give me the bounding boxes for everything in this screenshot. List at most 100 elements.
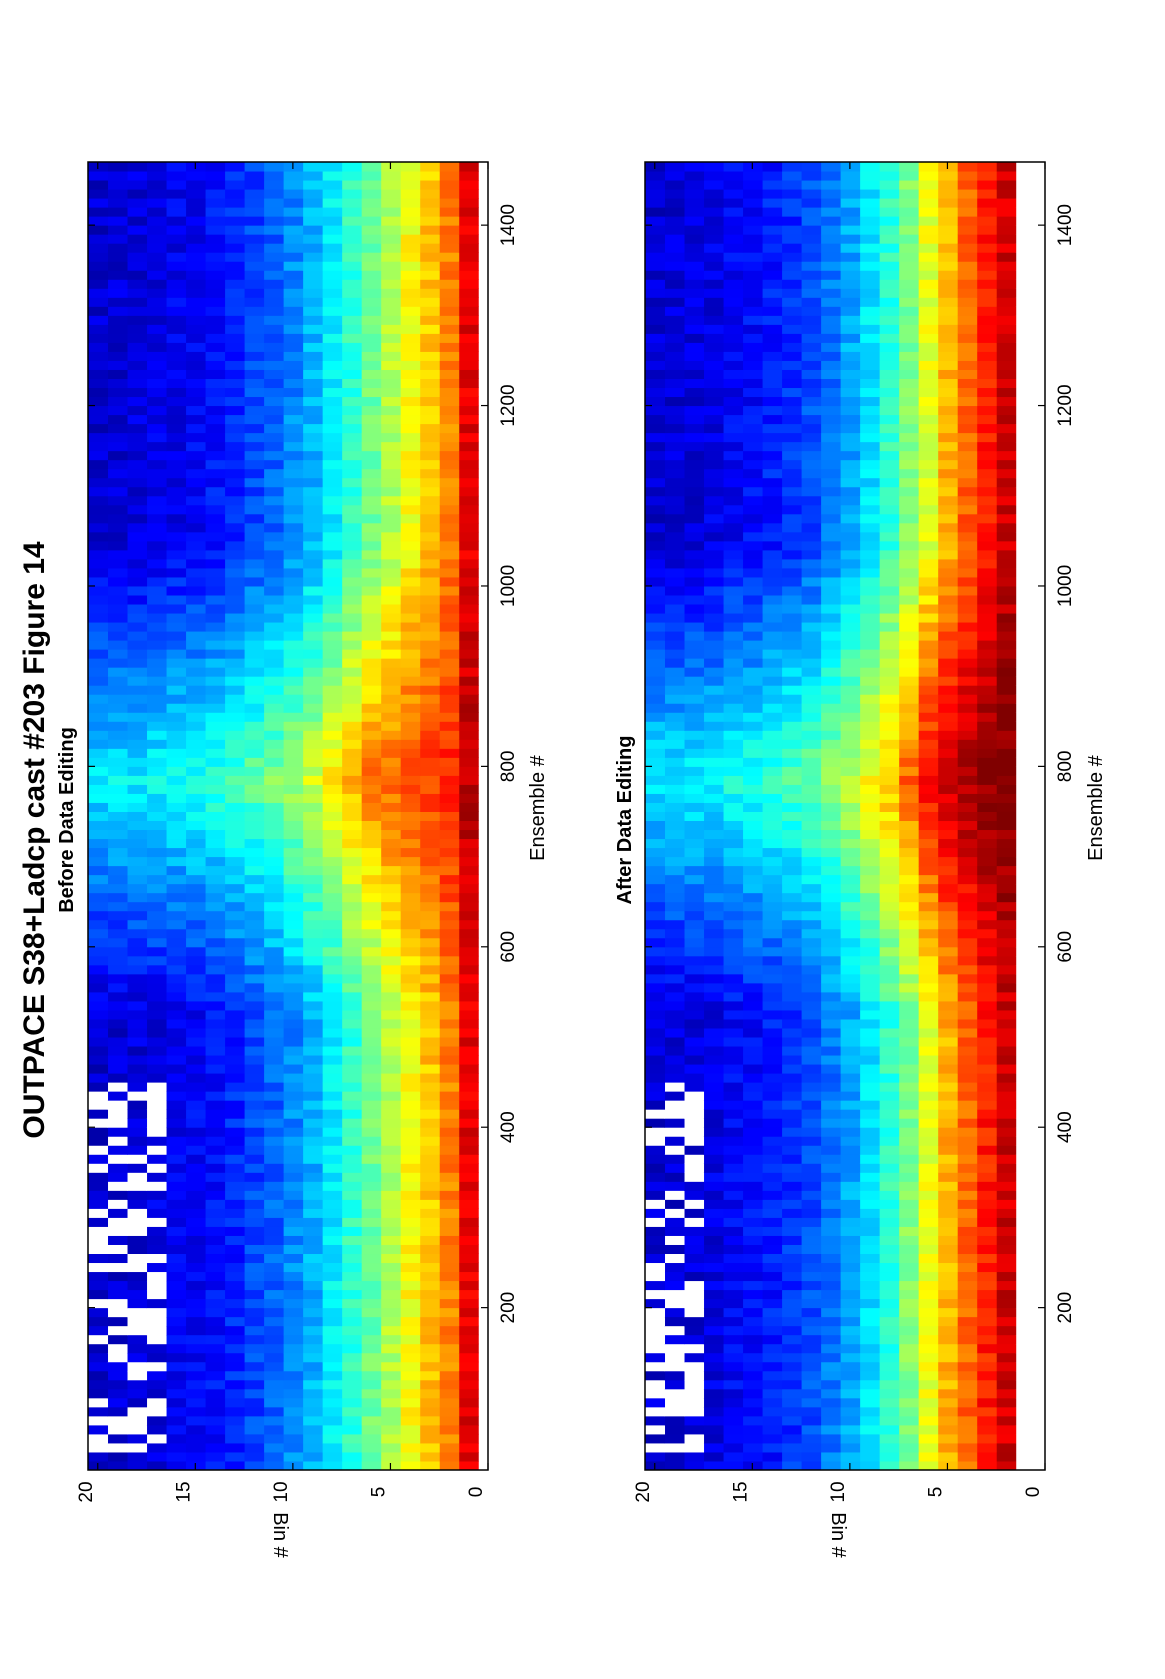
heatmap-cell xyxy=(957,856,978,867)
heatmap-cell xyxy=(996,775,1017,785)
heatmap-cell xyxy=(400,991,421,1002)
heatmap-cell xyxy=(742,585,763,596)
heatmap-cell xyxy=(898,1244,919,1255)
heatmap-cell xyxy=(205,540,226,551)
heatmap-cell xyxy=(146,423,167,434)
heatmap-cell xyxy=(937,1415,958,1426)
heatmap-cell xyxy=(88,640,109,650)
heatmap-cell xyxy=(957,784,978,794)
heatmap-cell xyxy=(185,1307,206,1318)
heatmap-cell xyxy=(645,865,666,876)
heatmap-cell xyxy=(127,1397,148,1408)
heatmap-cell xyxy=(918,1082,939,1092)
heatmap-cell xyxy=(762,594,783,605)
heatmap-cell xyxy=(283,1082,304,1092)
heatmap-cell xyxy=(166,631,187,641)
heatmap-cell xyxy=(918,1262,939,1273)
heatmap-cell xyxy=(703,1235,724,1245)
heatmap-cell xyxy=(762,955,783,966)
heatmap-cell xyxy=(88,1253,109,1264)
heatmap-cell xyxy=(127,865,148,876)
heatmap-cell xyxy=(840,892,861,903)
heatmap-cell xyxy=(742,1289,763,1300)
heatmap-cell xyxy=(244,1406,265,1417)
heatmap-cell xyxy=(146,973,167,984)
heatmap-cell xyxy=(127,369,148,379)
heatmap-cell xyxy=(859,1091,880,1101)
heatmap-cell xyxy=(205,1027,226,1038)
heatmap-cell xyxy=(918,1009,939,1020)
heatmap-cell xyxy=(439,342,460,352)
heatmap-cell xyxy=(439,522,460,533)
heatmap-cell xyxy=(127,937,148,948)
heatmap-cell xyxy=(820,946,841,957)
heatmap-cell xyxy=(458,847,479,858)
heatmap-cell xyxy=(283,1145,304,1155)
heatmap-cell xyxy=(684,1009,705,1020)
heatmap-cell xyxy=(127,1352,148,1363)
heatmap-cell xyxy=(361,1018,382,1029)
heatmap-cell xyxy=(781,1352,802,1363)
heatmap-cell xyxy=(801,558,822,569)
heatmap-cell xyxy=(976,1316,997,1327)
heatmap-cell xyxy=(263,198,284,208)
heatmap-cell xyxy=(361,721,382,731)
heatmap-cell xyxy=(684,1451,705,1462)
heatmap-cell xyxy=(322,234,343,244)
heatmap-cell xyxy=(127,613,148,623)
heatmap-cell xyxy=(458,640,479,650)
heatmap-cell xyxy=(244,504,265,515)
heatmap-cell xyxy=(185,1424,206,1435)
heatmap-cell xyxy=(400,739,421,749)
heatmap-cell xyxy=(645,585,666,596)
heatmap-cell xyxy=(361,1027,382,1038)
heatmap-cell xyxy=(263,414,284,425)
heatmap-cell xyxy=(439,1397,460,1408)
heatmap-cell xyxy=(918,838,939,849)
heatmap-cell xyxy=(781,1217,802,1227)
heatmap-cell xyxy=(957,1316,978,1327)
heatmap-cell xyxy=(400,1037,421,1047)
heatmap-cell xyxy=(976,658,997,668)
heatmap-cell xyxy=(840,558,861,569)
heatmap-cell xyxy=(957,694,978,704)
heatmap-cell xyxy=(684,685,705,695)
heatmap-cell xyxy=(400,450,421,461)
heatmap-cell xyxy=(380,1073,401,1083)
heatmap-cell xyxy=(244,378,265,389)
heatmap-cell xyxy=(976,594,997,605)
heatmap-cell xyxy=(439,459,460,470)
heatmap-cell xyxy=(879,1100,900,1110)
heatmap-cell xyxy=(400,1316,421,1327)
heatmap-cell xyxy=(107,1046,128,1056)
heatmap-cell xyxy=(361,468,382,479)
heatmap-cell xyxy=(976,1226,997,1236)
heatmap-cell xyxy=(703,640,724,650)
heatmap-cell xyxy=(898,1190,919,1200)
heatmap-cell xyxy=(361,369,382,379)
heatmap-cell xyxy=(322,261,343,271)
heatmap-cell xyxy=(166,874,187,885)
heatmap-cell xyxy=(224,730,245,740)
heatmap-cell xyxy=(820,1406,841,1417)
heatmap-cell xyxy=(781,613,802,623)
heatmap-cell xyxy=(107,1100,128,1110)
heatmap-cell xyxy=(742,1226,763,1236)
heatmap-cell xyxy=(127,477,148,488)
heatmap-cell xyxy=(937,622,958,632)
heatmap-cell xyxy=(166,1298,187,1309)
heatmap-cell xyxy=(263,622,284,632)
heatmap-cell xyxy=(419,189,440,199)
heatmap-cell xyxy=(380,234,401,244)
heatmap-cell xyxy=(244,604,265,614)
heatmap-cell xyxy=(645,1424,666,1435)
heatmap-cell xyxy=(380,1145,401,1155)
heatmap-cell xyxy=(820,757,841,767)
heatmap-cell xyxy=(703,856,724,867)
heatmap-cell xyxy=(742,991,763,1002)
heatmap-cell xyxy=(645,613,666,623)
heatmap-cell xyxy=(263,576,284,587)
heatmap-cell xyxy=(781,1271,802,1282)
heatmap-cell xyxy=(419,1091,440,1101)
heatmap-cell xyxy=(781,1262,802,1273)
